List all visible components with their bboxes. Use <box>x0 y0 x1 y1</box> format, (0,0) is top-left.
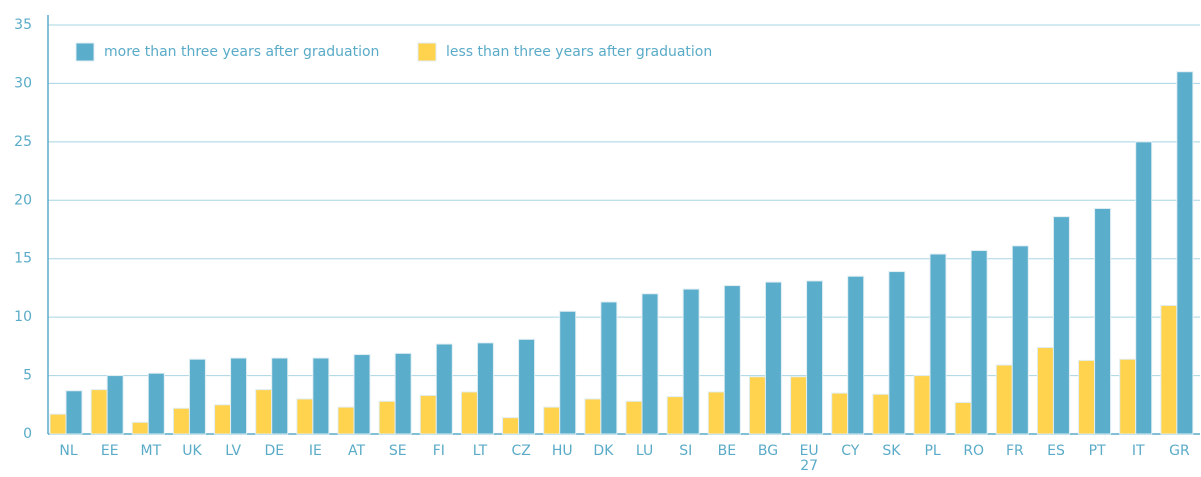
y-tick-label: 30 <box>14 75 32 91</box>
y-tick-label: 25 <box>14 134 32 150</box>
x-tick-label: DK <box>593 443 614 459</box>
bar <box>748 376 766 435</box>
bar <box>460 391 478 435</box>
x-tick-label: LV <box>225 443 242 459</box>
bar <box>1052 216 1070 435</box>
bar <box>707 391 725 435</box>
x-tick-label: SI <box>679 443 693 459</box>
bar <box>1160 304 1178 435</box>
bar <box>518 338 536 435</box>
x-tick-label: IE <box>308 443 322 459</box>
bar <box>378 400 396 435</box>
bar <box>954 401 972 435</box>
bar <box>641 293 659 435</box>
bar <box>394 352 412 435</box>
bar <box>888 271 906 435</box>
bar <box>970 250 988 435</box>
x-tick-label: BG <box>757 443 779 459</box>
x-tick-label: DE <box>264 443 285 459</box>
bar <box>255 389 273 435</box>
bar <box>419 394 437 435</box>
bar <box>543 406 561 435</box>
x-tick-label: IT <box>1131 443 1145 459</box>
x-tick-label: EU 27 <box>799 443 819 474</box>
bar <box>172 407 190 435</box>
bar <box>271 357 289 435</box>
y-tick-label: 20 <box>14 192 32 208</box>
bar <box>1011 245 1029 435</box>
bar <box>147 372 165 435</box>
x-tick-label: NL <box>59 443 78 459</box>
x-tick-label: SE <box>388 443 407 459</box>
bar <box>1036 347 1054 435</box>
y-tick-label: 35 <box>14 17 32 33</box>
x-tick-label: ES <box>1047 443 1065 459</box>
bar <box>1078 359 1096 435</box>
bar <box>65 390 83 435</box>
x-tick-label: BE <box>717 443 737 459</box>
bar <box>1135 141 1153 435</box>
bar <box>49 413 67 435</box>
x-tick-label: MT <box>140 443 162 459</box>
bar <box>296 398 314 435</box>
bar <box>790 376 808 435</box>
x-tick-label: LT <box>472 443 488 459</box>
bar <box>600 301 618 435</box>
x-tick-label: RO <box>963 443 985 459</box>
bar <box>625 400 643 435</box>
legend-label: less than three years after graduation <box>446 44 712 60</box>
legend-swatch <box>75 42 95 62</box>
x-tick-label: PL <box>924 443 941 459</box>
bar <box>913 375 931 435</box>
x-tick-label: CZ <box>511 443 531 459</box>
bar <box>502 417 520 435</box>
bar <box>131 421 149 435</box>
bar <box>666 396 684 435</box>
bar <box>584 398 602 435</box>
x-tick-label: AT <box>348 443 366 459</box>
bar <box>806 280 824 435</box>
bar <box>435 343 453 435</box>
bar <box>995 364 1013 435</box>
x-tick-label: PT <box>1088 443 1106 459</box>
x-tick-label: LU <box>635 443 654 459</box>
legend-swatch <box>417 42 437 62</box>
bar <box>764 281 782 435</box>
y-tick-label: 15 <box>14 251 32 267</box>
bar <box>559 310 577 435</box>
bar <box>353 354 371 435</box>
bar <box>188 358 206 435</box>
bar <box>831 392 849 435</box>
x-tick-label: UK <box>182 443 202 459</box>
x-tick-label: SK <box>882 443 901 459</box>
x-tick-label: HU <box>551 443 573 459</box>
y-tick-label: 10 <box>14 309 32 325</box>
bar <box>872 393 890 435</box>
bar <box>1176 71 1194 435</box>
bar <box>230 357 248 435</box>
y-tick-label: 0 <box>23 426 32 442</box>
bar <box>214 404 232 435</box>
bar <box>1094 207 1112 435</box>
bar <box>337 406 355 435</box>
x-tick-label: EE <box>100 443 119 459</box>
x-tick-label: FI <box>432 443 445 459</box>
y-tick-label: 5 <box>23 368 32 384</box>
bar <box>682 288 700 435</box>
bar <box>476 342 494 435</box>
bar <box>106 375 124 435</box>
bar <box>723 285 741 435</box>
x-tick-label: GR <box>1169 443 1190 459</box>
bar <box>847 275 865 435</box>
bar <box>1119 358 1137 435</box>
legend-label: more than three years after graduation <box>104 44 379 60</box>
bar <box>929 253 947 435</box>
x-tick-label: FR <box>1005 443 1024 459</box>
x-tick-label: CY <box>841 443 860 459</box>
bar <box>90 389 108 435</box>
bar <box>312 357 330 435</box>
